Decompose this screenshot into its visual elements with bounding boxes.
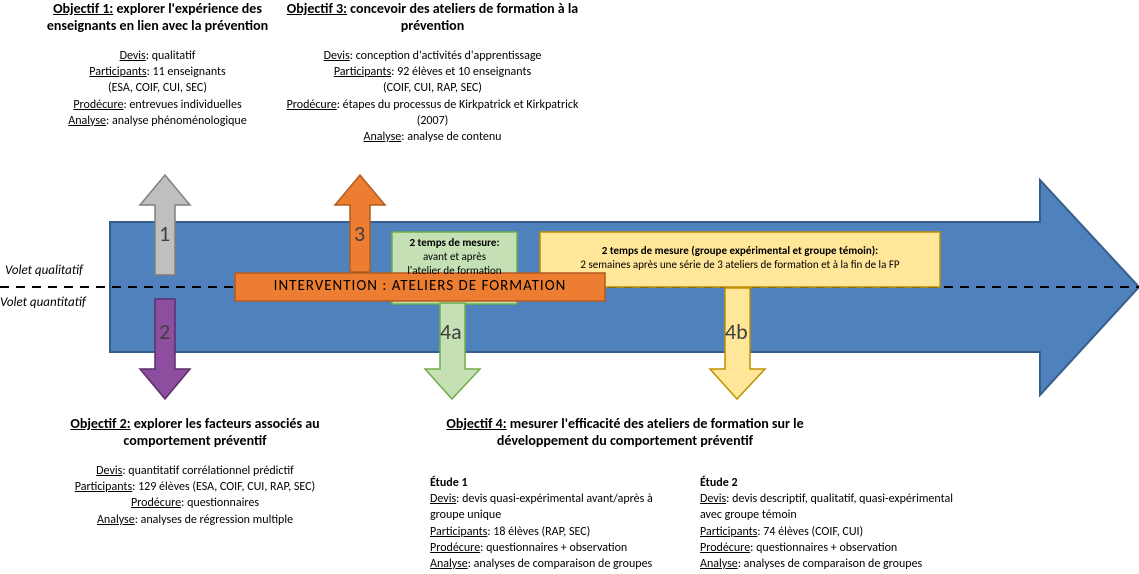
- volet-quantitatif-label: Volet quantitatif: [0, 295, 86, 310]
- obj3-title: Objectif 3: concevoir des ateliers de fo…: [285, 0, 580, 34]
- obj3-block: Objectif 3: concevoir des ateliers de fo…: [285, 0, 580, 145]
- obj4-title: Objectif 4: mesurer l'efficacité des ate…: [420, 415, 830, 449]
- obj2-title: Objectif 2: explorer les facteurs associ…: [40, 415, 350, 449]
- box-4a-text: 2 temps de mesure: avant et après l'atel…: [393, 236, 516, 277]
- arrow-4a-label: 4a: [440, 318, 462, 345]
- obj1-title: Objectif 1: explorer l'expérience des en…: [30, 0, 285, 34]
- box-4b-text: 2 temps de mesure (groupe expérimental e…: [545, 244, 935, 272]
- obj3-details: Devis: conception d'activités d'apprenti…: [285, 48, 580, 145]
- obj4-etude1: Étude 1 Devis: devis quasi-expérimental …: [430, 475, 680, 572]
- obj1-block: Objectif 1: explorer l'expérience des en…: [30, 0, 285, 129]
- obj2-details: Devis: quantitatif corrélationnel prédic…: [40, 463, 350, 528]
- arrow-3-label: 3: [354, 220, 365, 247]
- intervention-label: INTERVENTION : ATELIERS DE FORMATION: [235, 277, 605, 295]
- arrow-1-label: 1: [159, 220, 170, 247]
- obj1-details: Devis: qualitatif Participants: 11 ensei…: [30, 48, 285, 129]
- obj4-etude2: Étude 2 Devis: devis descriptif, qualita…: [700, 475, 960, 572]
- volet-qualitatif-label: Volet qualitatif: [5, 263, 83, 278]
- arrow-4b-label: 4b: [725, 318, 748, 345]
- obj2-block: Objectif 2: explorer les facteurs associ…: [40, 415, 350, 528]
- obj4-title-block: Objectif 4: mesurer l'efficacité des ate…: [420, 415, 830, 449]
- arrow-2-label: 2: [159, 318, 170, 345]
